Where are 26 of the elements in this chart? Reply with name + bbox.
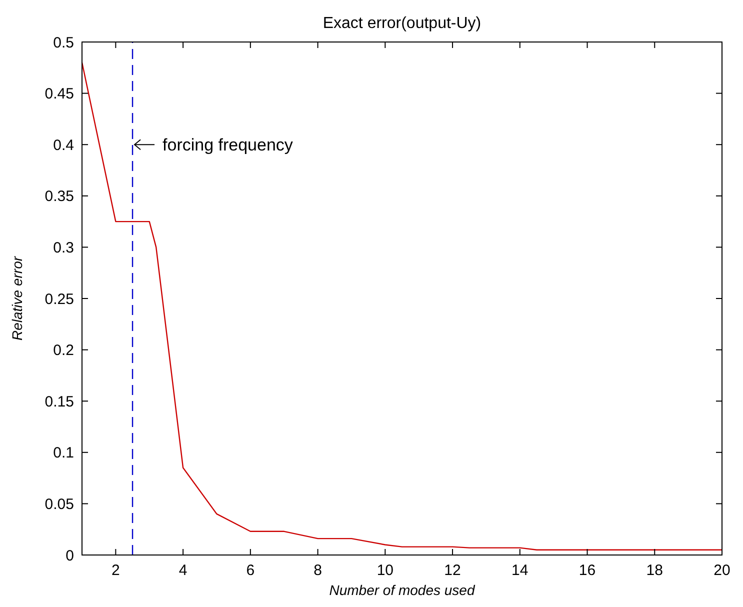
x-tick-label: 16 <box>578 562 596 579</box>
y-tick-label: 0.5 <box>53 34 74 52</box>
x-tick-label: 8 <box>314 562 322 579</box>
annotation: forcing frequency <box>162 136 294 155</box>
x-tick-label: 20 <box>714 562 730 579</box>
x-tick-label: 18 <box>646 562 663 579</box>
line-series <box>81 62 723 550</box>
y-tick-label: 0.3 <box>53 239 74 256</box>
y-tick-label: 0.05 <box>44 496 74 513</box>
x-tick-label: 4 <box>178 562 188 579</box>
y-tick-label: 0.1 <box>53 444 74 462</box>
y-tick-label: 0.25 <box>44 290 74 308</box>
y-tick-label: 0.15 <box>44 393 74 410</box>
y-axis-title: Relative error <box>9 255 25 341</box>
y-tick-label: 0.35 <box>44 188 74 206</box>
y-tick-label: 0.2 <box>53 342 74 360</box>
y-tick-label: 0.4 <box>53 136 74 154</box>
x-tick-label: 2 <box>112 562 120 579</box>
y-tick-label: 0 <box>66 547 74 564</box>
y-tick-label: 0.45 <box>44 86 74 103</box>
x-tick-label: 14 <box>512 562 528 579</box>
x-tick-label: 6 <box>246 562 255 579</box>
x-tick-label: 10 <box>376 562 394 579</box>
x-axis-title: Number of modes used <box>329 582 476 598</box>
chart-title: Exact error(output-Uy) <box>322 15 482 32</box>
x-tick-label: 12 <box>444 562 461 579</box>
